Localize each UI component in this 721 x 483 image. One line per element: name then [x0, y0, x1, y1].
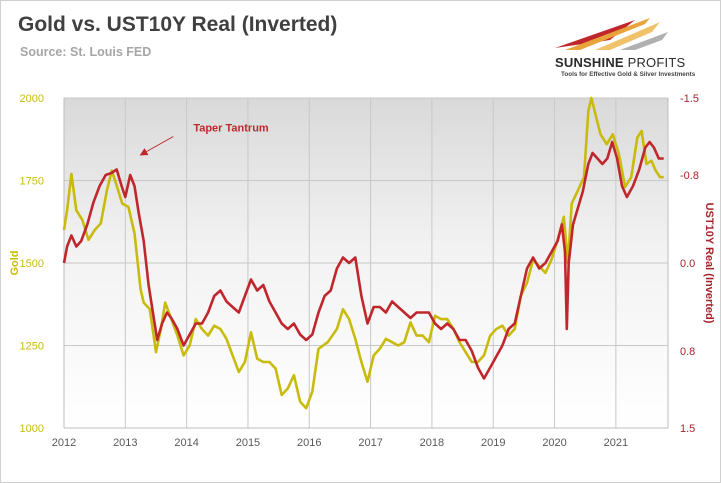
right-tick-label--0.8: -0.8	[680, 170, 699, 182]
gridlines	[63, 97, 669, 429]
annotation-taper-tantrum: Taper Tantrum	[193, 123, 269, 135]
left-axis-label: Gold	[9, 250, 21, 275]
x-tick-label-2021: 2021	[604, 437, 628, 449]
x-tick-label-2017: 2017	[358, 437, 382, 449]
right-tick-label--1.5: -1.5	[680, 93, 699, 105]
x-tick-label-2016: 2016	[297, 437, 321, 449]
real-yield-series-line	[62, 140, 664, 380]
sunshine-profits-logo	[555, 18, 668, 50]
x-tick-label-2019: 2019	[481, 437, 505, 449]
right-tick-label-0.8: 0.8	[680, 346, 695, 358]
annotation-arrow	[139, 136, 174, 156]
x-tick-label-2013: 2013	[113, 437, 137, 449]
gold-series-line	[62, 96, 664, 410]
chart-title: Gold vs. UST10Y Real (Inverted)	[18, 13, 338, 36]
logo-word-sunshine: SUNSHINE	[555, 55, 624, 70]
x-tick-label-2015: 2015	[236, 437, 260, 449]
right-axis-label: UST10Y Real (Inverted)	[703, 203, 715, 324]
right-tick-label-1.5: 1.5	[680, 423, 695, 435]
left-tick-label-1750: 1750	[20, 176, 44, 188]
series-lines	[62, 96, 664, 410]
x-tick-label-2014: 2014	[174, 437, 198, 449]
right-tick-label-0.0: 0.0	[680, 258, 695, 270]
logo-wordmark: SUNSHINE PROFITS	[555, 55, 685, 70]
left-tick-label-1500: 1500	[20, 258, 44, 270]
left-axis-ticks: 1000 1250 1500 1750 2000	[20, 93, 44, 435]
x-tick-label-2012: 2012	[52, 437, 76, 449]
x-axis-ticks: 2012 2013 2014 2015 2016 2017 2018 2019 2020 2021	[52, 437, 628, 449]
chart-source: Source: St. Louis FED	[20, 45, 152, 59]
right-axis-ticks: 1.5 0.8 0.0 -0.8 -1.5	[680, 93, 699, 435]
x-tick-label-2018: 2018	[420, 437, 444, 449]
left-tick-label-1000: 1000	[20, 423, 44, 435]
logo-tagline: Tools for Effective Gold & Silver Invest…	[561, 71, 696, 78]
left-tick-label-2000: 2000	[20, 93, 44, 105]
x-tick-label-2020: 2020	[542, 437, 566, 449]
left-tick-label-1250: 1250	[20, 341, 44, 353]
logo-word-profits: PROFITS	[623, 55, 686, 70]
